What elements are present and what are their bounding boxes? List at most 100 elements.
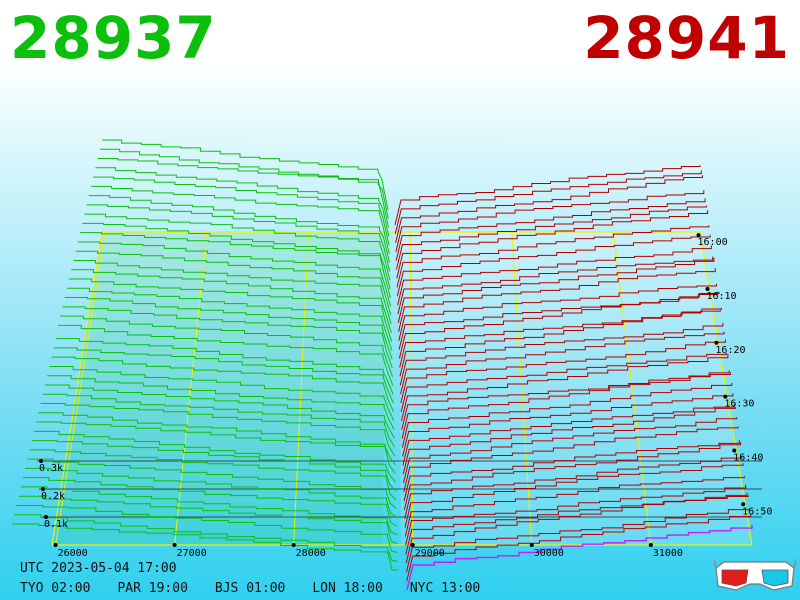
- ask-depth-line: [402, 393, 734, 457]
- bid-depth-line: [97, 158, 389, 228]
- bid-depth-line: [49, 365, 395, 421]
- ask-depth-line: [395, 175, 704, 243]
- bid-depth-line: [71, 269, 392, 334]
- city-time-tyo: TYO 02:00: [20, 581, 91, 596]
- bid-depth-line: [82, 222, 391, 290]
- ask-depth-line: [396, 225, 710, 288]
- bid-depth-line: [53, 347, 394, 404]
- 3d-glasses-icon[interactable]: [714, 556, 796, 596]
- bid-depth-line: [51, 356, 395, 413]
- bid-depth-line: [47, 375, 395, 430]
- bid-depth-line: [40, 403, 396, 457]
- bid-depth-line: [64, 297, 393, 360]
- ask-depth-line: [398, 268, 716, 332]
- bid-price: 28937: [10, 4, 217, 72]
- ask-depth-line: [404, 463, 744, 528]
- time-tick-dot: [696, 233, 701, 238]
- volume-tick-dot: [39, 459, 43, 463]
- volume-tick-dot: [44, 515, 48, 519]
- ask-price: 28941: [583, 4, 790, 72]
- bid-depth-line: [42, 393, 396, 448]
- ask-depth-line: [401, 370, 730, 430]
- price-tick-dot: [53, 543, 58, 547]
- ask-depth-line: [406, 513, 752, 582]
- time-tick-label: 16:40: [733, 452, 763, 463]
- bid-depth-line: [36, 421, 396, 474]
- price-tick-dot: [529, 543, 534, 547]
- ask-depth-line: [397, 245, 712, 306]
- frame-right-edge: [699, 231, 753, 546]
- bid-depth-line: [102, 139, 389, 211]
- ask-depth-line: [400, 353, 728, 413]
- ask-depth-line: [400, 339, 726, 404]
- price-gridline: [409, 231, 414, 546]
- volume-tick-label: 0.3k: [39, 463, 63, 474]
- bid-depth-line: [86, 204, 391, 272]
- ask-depth-line: [404, 476, 745, 537]
- ask-depth-line: [399, 322, 724, 386]
- ask-depth-line: [395, 198, 706, 261]
- ask-depth-line: [396, 210, 709, 279]
- bid-depth-line: [62, 306, 393, 369]
- ask-depth-line: [398, 283, 717, 341]
- ask-depth-line: [400, 331, 725, 395]
- time-tick-label: 16:10: [706, 291, 736, 302]
- city-time-lon: LON 18:00: [312, 581, 383, 596]
- price-tick-label: 28000: [296, 548, 326, 559]
- bid-depth-line: [75, 250, 392, 316]
- ask-depth-line: [402, 404, 735, 466]
- time-tick-label: 16:30: [724, 399, 754, 410]
- ask-depth-line: [402, 407, 737, 475]
- bid-depth-line: [18, 495, 398, 545]
- price-tick-dot: [410, 543, 415, 547]
- price-tick-label: 27000: [177, 548, 207, 559]
- price-tick-label: 26000: [58, 548, 88, 559]
- time-tick-label: 16:50: [742, 506, 772, 517]
- bid-depth-line: [88, 195, 390, 263]
- ask-depth-line: [399, 309, 721, 368]
- ask-depth-line: [403, 442, 742, 510]
- bid-depth-line: [14, 514, 398, 562]
- bid-depth-line: [84, 213, 391, 281]
- ask-depth-line: [401, 372, 731, 439]
- utc-time: UTC 2023-05-04 17:00: [20, 561, 177, 576]
- bid-area-fill: [52, 232, 385, 545]
- bid-series-lines: [12, 139, 398, 571]
- time-tick-label: 16:00: [698, 237, 728, 248]
- ask-depth-line: [394, 165, 701, 226]
- city-time-par: PAR 19:00: [117, 581, 188, 596]
- bid-depth-line: [69, 278, 393, 342]
- ask-depth-line: [405, 484, 747, 546]
- volume-tick-dot: [41, 487, 45, 491]
- ask-depth-line: [401, 383, 733, 448]
- price-tick-label: 29000: [415, 548, 445, 559]
- price-tick-dot: [648, 543, 653, 547]
- ask-area-fill: [399, 232, 752, 545]
- bid-depth-line: [77, 241, 392, 307]
- latest-ask-line: [406, 524, 753, 591]
- bid-depth-line: [73, 259, 392, 325]
- bid-depth-line: [33, 430, 396, 483]
- price-gridline: [174, 231, 208, 546]
- ask-depth-line: [398, 291, 719, 350]
- bid-depth-line: [16, 504, 398, 553]
- ask-depth-line: [404, 455, 743, 519]
- bid-depth-line: [31, 440, 397, 492]
- city-time-bjs: BJS 01:00: [214, 581, 286, 596]
- ask-depth-line: [395, 190, 705, 252]
- ask-depth-line: [397, 256, 714, 315]
- price-gridline: [613, 231, 652, 546]
- time-tick-dot: [705, 286, 710, 291]
- ask-depth-line: [397, 257, 715, 324]
- time-tick-dot: [723, 394, 728, 399]
- city-clocks: TYO 02:00 PAR 19:00 BJS 01:00 LON 18:00 …: [20, 581, 507, 596]
- bid-depth-line: [12, 523, 398, 571]
- price-gridline: [293, 231, 309, 546]
- time-tick-dot: [714, 340, 719, 345]
- bid-depth-line: [55, 338, 394, 395]
- bid-depth-line: [25, 467, 397, 518]
- ask-depth-line: [405, 495, 749, 564]
- ask-depth-line: [395, 205, 707, 270]
- ask-depth-line: [403, 426, 739, 493]
